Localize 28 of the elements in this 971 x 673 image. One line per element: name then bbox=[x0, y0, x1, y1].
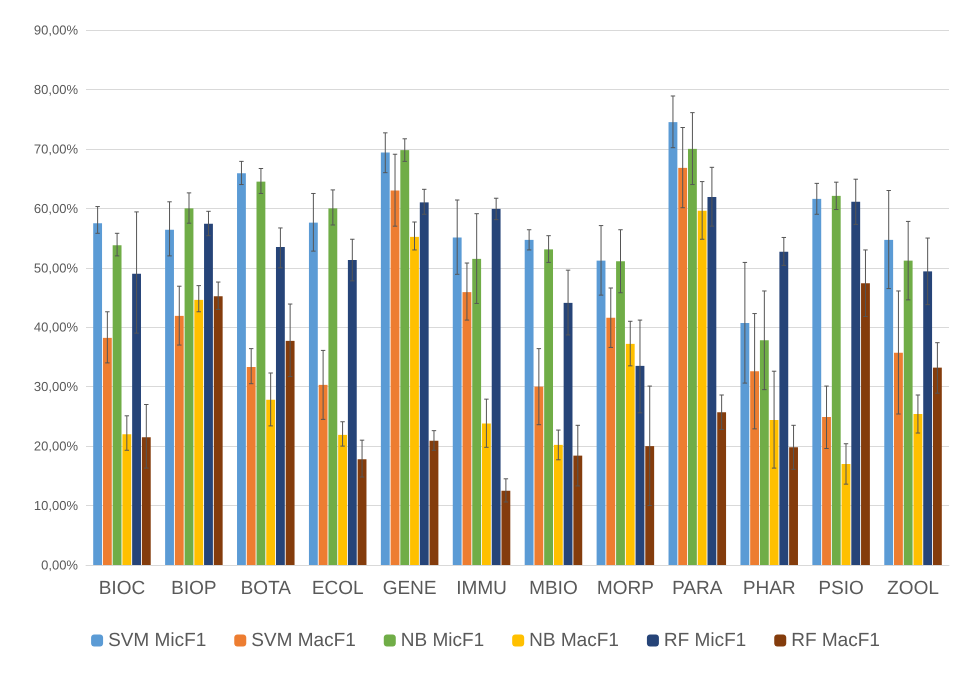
y-tick-label: 50,00% bbox=[34, 260, 78, 276]
y-tick-label: 0,00% bbox=[41, 558, 78, 572]
x-tick-label: BIOC bbox=[98, 578, 146, 599]
x-tick-label: GENE bbox=[382, 578, 437, 599]
y-tick-label: 20,00% bbox=[34, 438, 78, 454]
x-tick-label: ECOL bbox=[312, 578, 364, 599]
legend-label: SVM MicF1 bbox=[108, 630, 206, 651]
legend-label: SVM MacF1 bbox=[251, 630, 356, 651]
y-tick-label: 70,00% bbox=[34, 141, 78, 156]
x-tick-label: BIOP bbox=[171, 578, 217, 599]
y-tick-label: 10,00% bbox=[34, 498, 78, 514]
x-tick-label: ZOOL bbox=[887, 578, 939, 599]
y-tick-label: 80,00% bbox=[34, 82, 78, 97]
y-tick-label: 40,00% bbox=[34, 320, 78, 335]
x-tick-label: PARA bbox=[672, 578, 723, 599]
x-tick-label: PHAR bbox=[742, 578, 796, 599]
legend-label: RF MicF1 bbox=[664, 630, 746, 651]
y-tick-label: 30,00% bbox=[34, 379, 78, 394]
legend-label: RF MacF1 bbox=[791, 630, 880, 651]
legend-label: NB MacF1 bbox=[529, 630, 619, 651]
x-tick-label: PSIO bbox=[818, 578, 864, 599]
x-tick-label: MORP bbox=[596, 578, 654, 599]
x-tick-label: IMMU bbox=[456, 578, 507, 599]
y-tick-label: 60,00% bbox=[34, 200, 78, 216]
y-tick-label: 90,00% bbox=[34, 22, 78, 38]
x-tick-label: BOTA bbox=[240, 578, 292, 599]
x-tick-label: MBIO bbox=[529, 578, 578, 599]
legend-label: NB MicF1 bbox=[400, 630, 484, 651]
